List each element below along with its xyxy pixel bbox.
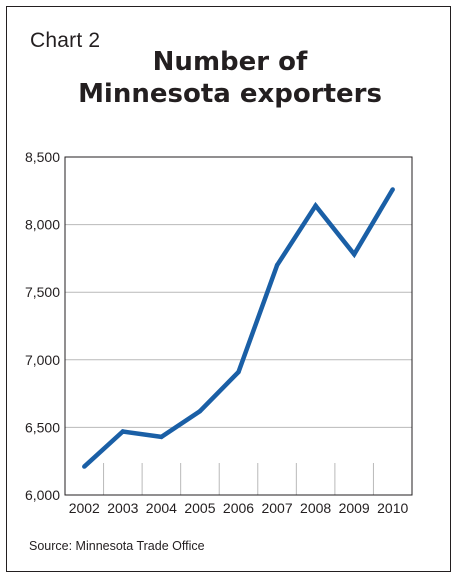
x-tick-label: 2002: [69, 500, 100, 516]
series-layer: [82, 187, 395, 469]
data-point: [120, 429, 126, 434]
y-tick-label: 7,000: [25, 352, 60, 368]
plot-area-border: [64, 156, 413, 496]
y-tick-label: 6,000: [25, 487, 60, 503]
tick-labels: 6,000 6,500 7,000 7,500 8,000 8,500 2002 2003 20…: [25, 149, 409, 516]
data-point: [197, 408, 203, 414]
x-tick-label: 2004: [146, 500, 177, 516]
x-tick-label: 2010: [377, 500, 408, 516]
chart-title-line-1: Number of: [152, 47, 308, 77]
x-tick-label: 2006: [223, 500, 254, 516]
data-point: [82, 464, 87, 469]
chart-title-line-2: Minnesota exporters: [78, 79, 382, 109]
data-point: [313, 203, 318, 208]
chart-number-label: Chart 2: [30, 29, 101, 52]
data-point: [351, 252, 357, 257]
series-line: [82, 188, 395, 469]
x-tick-label: 2007: [261, 500, 292, 516]
data-point: [274, 262, 280, 268]
y-tick-label: 8,000: [25, 217, 60, 233]
axes: [64, 156, 413, 496]
x-tick-label: 2008: [300, 500, 331, 516]
source-note: Source: Minnesota Trade Office: [29, 539, 205, 553]
x-tick-label: 2003: [107, 500, 138, 516]
y-tick-label: 8,500: [25, 149, 60, 165]
data-point: [390, 187, 395, 192]
chart-frame: [6, 6, 451, 572]
data-point: [236, 369, 241, 375]
x-tick-label: 2009: [339, 500, 370, 516]
grid-lines: [65, 156, 412, 495]
y-tick-label: 6,500: [25, 419, 60, 435]
y-tick-label: 7,500: [25, 284, 60, 300]
x-tick-label: 2005: [184, 500, 215, 516]
data-point: [159, 434, 164, 440]
